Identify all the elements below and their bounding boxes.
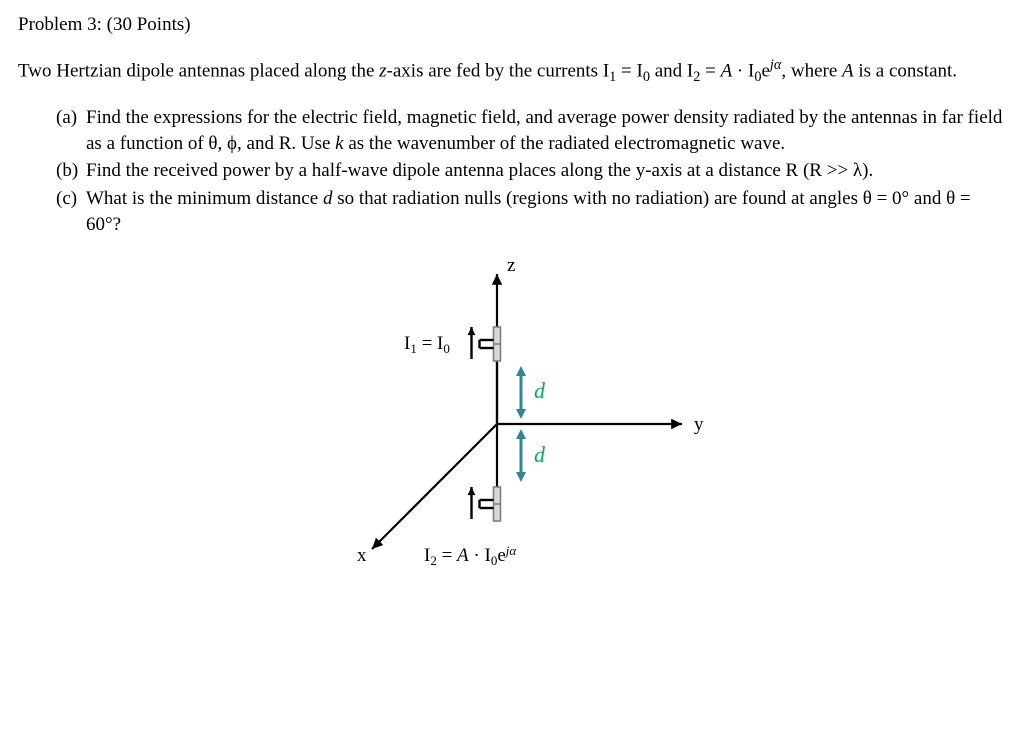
item-a: (a) Find the expressions for the electri… bbox=[56, 105, 1006, 156]
question-list: (a) Find the expressions for the electri… bbox=[56, 105, 1006, 237]
svg-text:d: d bbox=[534, 378, 546, 403]
item-c-text: What is the minimum distance d so that r… bbox=[86, 186, 1006, 237]
item-a-text: Find the expressions for the electric fi… bbox=[86, 105, 1006, 156]
svg-text:I2 = A · I0ejα: I2 = A · I0ejα bbox=[424, 543, 517, 568]
item-c: (c) What is the minimum distance d so th… bbox=[56, 186, 1006, 237]
item-b: (b) Find the received power by a half-wa… bbox=[56, 158, 1006, 184]
svg-text:z: z bbox=[507, 255, 515, 276]
svg-text:y: y bbox=[694, 414, 704, 435]
figure-container: z y x d d I1 = I0 I2 = A · I0ejα bbox=[18, 249, 1006, 597]
svg-text:I1 = I0: I1 = I0 bbox=[404, 333, 450, 356]
item-c-label: (c) bbox=[56, 186, 86, 237]
item-b-label: (b) bbox=[56, 158, 86, 184]
item-a-label: (a) bbox=[56, 105, 86, 156]
problem-title: Problem 3: (30 Points) bbox=[18, 12, 1006, 38]
intro-paragraph: Two Hertzian dipole antennas placed alon… bbox=[18, 56, 1006, 87]
item-b-text: Find the received power by a half-wave d… bbox=[86, 158, 1006, 184]
svg-text:d: d bbox=[534, 442, 546, 467]
svg-text:x: x bbox=[357, 545, 367, 566]
dipole-diagram: z y x d d I1 = I0 I2 = A · I0ejα bbox=[252, 249, 772, 589]
